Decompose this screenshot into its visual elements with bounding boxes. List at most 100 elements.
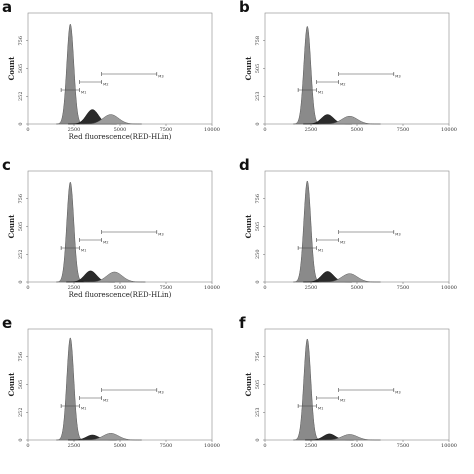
plot-frame (264, 170, 450, 283)
x-tick-label: 10000 (204, 285, 220, 291)
x-tick-label: 0 (26, 285, 29, 291)
x-tick-label: 10000 (441, 127, 457, 133)
x-tick-label: 0 (263, 285, 266, 291)
gate-label: M3 (158, 391, 163, 395)
x-tick-label: 7500 (160, 127, 173, 133)
y-tick-label: 756 (255, 352, 261, 362)
x-tick-label: 0 (263, 127, 266, 133)
panel-letter-b: b (239, 0, 250, 16)
x-tick-label: 7500 (397, 285, 410, 291)
panel-letter-d: d (239, 156, 250, 174)
histogram-panel-a: a 0 252 505 756 0 2500 5000 7500 10000 Count Red f… (0, 0, 237, 158)
plot-frame (27, 328, 213, 441)
x-axis-label: Red fluorescence(RED-HLin) (69, 133, 172, 141)
histogram-peak (318, 273, 381, 283)
y-axis-label: Count (244, 214, 253, 238)
histogram-peak (79, 433, 142, 441)
gate-label: M3 (158, 233, 163, 237)
histogram-chart-c: 0 252 505 756 0 2500 5000 7500 10000 Count Red flu… (7, 170, 220, 299)
histogram-panel-c: c 0 252 505 756 0 2500 5000 7500 10000 Count Red f… (0, 156, 237, 316)
panel-letter-f: f (239, 314, 246, 332)
panel-letter-a: a (2, 0, 13, 16)
x-tick-label: 5000 (351, 285, 364, 291)
plot-frame (264, 328, 450, 441)
y-tick-label: 0 (18, 122, 24, 125)
x-tick-label: 2500 (68, 443, 81, 449)
histogram-peak (56, 23, 85, 125)
y-tick-label: 756 (18, 36, 24, 46)
y-tick-label: 252 (18, 249, 24, 259)
y-tick-label: 252 (18, 91, 24, 101)
x-tick-label: 5000 (351, 443, 364, 449)
x-tick-label: 5000 (351, 127, 364, 133)
histogram-chart-e: 0 252 505 756 0 2500 5000 7500 10000 Count M1 M2 M3 (7, 328, 220, 449)
gate-label: M3 (395, 233, 400, 237)
y-tick-label: 505 (255, 380, 261, 390)
x-tick-label: 10000 (204, 443, 220, 449)
y-tick-label: 756 (18, 352, 24, 362)
gate-label: M2 (340, 241, 345, 245)
x-tick-label: 5000 (114, 285, 127, 291)
y-tick-label: 0 (255, 122, 261, 125)
x-tick-label: 7500 (160, 443, 173, 449)
histogram-chart-b: 0 253 505 758 0 2500 5000 7500 10000 Count M1 M2 M3 (244, 12, 457, 133)
y-tick-label: 0 (18, 438, 24, 441)
y-axis-label: Count (244, 56, 253, 80)
panel-letter-e: e (2, 314, 13, 332)
gate-label: M1 (318, 249, 323, 253)
panel-letter-c: c (2, 156, 11, 174)
y-axis-label: Count (7, 214, 16, 238)
x-tick-label: 2500 (305, 127, 318, 133)
x-tick-label: 0 (263, 443, 266, 449)
histogram-peak (56, 337, 85, 441)
y-tick-label: 505 (18, 380, 24, 390)
y-tick-label: 756 (255, 194, 261, 204)
histogram-peak (83, 271, 146, 283)
x-tick-label: 10000 (441, 285, 457, 291)
x-tick-label: 10000 (441, 443, 457, 449)
x-axis-label: Red fluorescence(RED-HLin) (69, 291, 172, 299)
histogram-chart-d: 0 250 505 756 0 2500 5000 7500 10000 Count M1 M2 M3 (244, 170, 457, 291)
y-tick-label: 758 (255, 36, 261, 46)
gate-label: M3 (395, 75, 400, 79)
gate-label: M2 (103, 241, 108, 245)
gate-label: M3 (158, 75, 163, 79)
y-tick-label: 505 (18, 222, 24, 232)
gate-label: M1 (81, 407, 86, 411)
gate-label: M2 (340, 83, 345, 87)
x-tick-label: 5000 (114, 443, 127, 449)
histogram-peak (293, 25, 322, 125)
gate-label: M2 (340, 399, 345, 403)
y-axis-label: Count (244, 372, 253, 396)
y-tick-label: 756 (18, 194, 24, 204)
histogram-chart-f: 0 253 505 756 0 2500 5000 7500 10000 Count M1 M2 M3 (244, 328, 457, 449)
gate-label: M3 (395, 391, 400, 395)
x-tick-label: 7500 (160, 285, 173, 291)
x-tick-label: 2500 (68, 285, 81, 291)
x-tick-label: 10000 (204, 127, 220, 133)
histogram-chart-a: 0 252 505 756 0 2500 5000 7500 10000 Count Red flu… (7, 12, 220, 141)
y-axis-label: Count (7, 372, 16, 396)
gate-label: M1 (81, 91, 86, 95)
histogram-peak (79, 114, 142, 125)
y-tick-label: 505 (255, 222, 261, 232)
y-tick-label: 252 (18, 407, 24, 417)
plot-frame (27, 170, 213, 283)
histogram-peak (318, 115, 381, 125)
gate-label: M1 (318, 407, 323, 411)
gate-label: M1 (318, 91, 323, 95)
histogram-peak (293, 338, 322, 441)
y-axis-label: Count (7, 56, 16, 80)
histogram-panel-b: b 0 253 505 758 0 2500 5000 7500 10000 Count M1 M2 M… (237, 0, 474, 158)
y-tick-label: 0 (255, 280, 261, 283)
histogram-peak (318, 434, 381, 441)
x-tick-label: 0 (26, 127, 29, 133)
x-tick-label: 2500 (305, 443, 318, 449)
x-tick-label: 5000 (114, 127, 127, 133)
y-tick-label: 0 (255, 438, 261, 441)
y-tick-label: 505 (255, 64, 261, 74)
y-tick-label: 505 (18, 64, 24, 74)
x-tick-label: 0 (26, 443, 29, 449)
gate-label: M1 (81, 249, 86, 253)
y-tick-label: 250 (255, 249, 261, 259)
